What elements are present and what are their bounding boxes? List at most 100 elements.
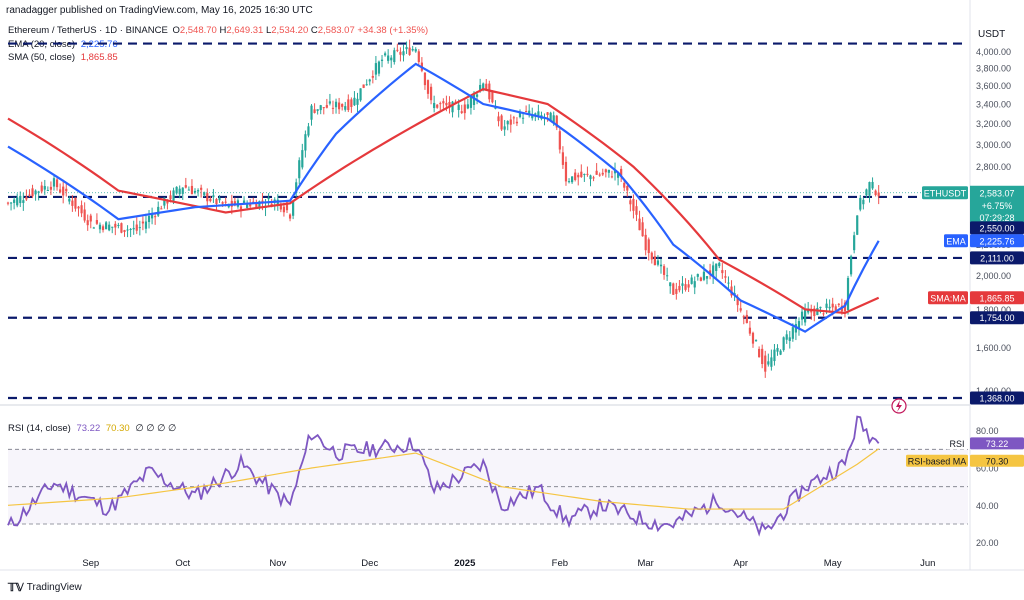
candle bbox=[754, 339, 758, 342]
candle bbox=[555, 114, 558, 131]
candle-body bbox=[224, 201, 227, 203]
rsi-ma-line bbox=[7, 448, 880, 510]
candle bbox=[298, 157, 301, 185]
candle bbox=[288, 213, 292, 222]
candle bbox=[22, 192, 25, 211]
candle-body bbox=[163, 197, 166, 206]
bar-countdown: 07:29:28 bbox=[979, 213, 1014, 223]
candle bbox=[853, 231, 856, 254]
candle-body bbox=[111, 226, 114, 228]
rsi-legend[interactable]: RSI (14, close) 73.22 70.30 ∅ ∅ ∅ ∅ bbox=[8, 423, 176, 434]
candle-body bbox=[55, 179, 59, 188]
candle bbox=[390, 55, 393, 68]
candle-body bbox=[423, 72, 427, 86]
candle bbox=[71, 195, 74, 212]
candle bbox=[748, 320, 752, 336]
candle bbox=[433, 95, 436, 113]
candle-body bbox=[52, 178, 56, 187]
candle-body bbox=[347, 99, 350, 111]
candle bbox=[846, 275, 850, 315]
candle-body bbox=[288, 214, 292, 219]
candle-body bbox=[28, 194, 31, 196]
candle bbox=[696, 273, 699, 281]
ethusdt-tag-text: ETHUSDT bbox=[924, 188, 967, 198]
candle-body bbox=[521, 117, 525, 119]
candle-body bbox=[669, 282, 672, 287]
sma-tag-text: SMA:MA bbox=[930, 293, 966, 303]
candle bbox=[328, 93, 332, 106]
candle bbox=[52, 174, 56, 191]
rsi-ma-value-tag-bg bbox=[970, 454, 1024, 467]
candle-body bbox=[414, 49, 417, 52]
candle-body bbox=[359, 88, 362, 101]
candle bbox=[193, 188, 197, 195]
candle-body bbox=[479, 84, 482, 90]
candle bbox=[187, 186, 190, 191]
candle-body bbox=[13, 199, 16, 203]
candle-body bbox=[209, 198, 212, 202]
candle bbox=[55, 175, 59, 191]
time-tick-label: Jun bbox=[920, 558, 935, 569]
candle bbox=[175, 186, 178, 195]
candle-body bbox=[221, 202, 224, 204]
candle bbox=[74, 197, 77, 212]
candle-body bbox=[761, 348, 764, 365]
candle-body bbox=[92, 227, 95, 229]
candle bbox=[629, 198, 632, 212]
tradingview-logo[interactable]: 𝕋𝕍 TradingView bbox=[8, 581, 82, 594]
candle-body bbox=[849, 256, 853, 275]
price-tick-label: 3,400.00 bbox=[976, 100, 1011, 110]
candle-body bbox=[154, 216, 157, 218]
candle bbox=[347, 94, 350, 113]
ema-tag: EMA bbox=[944, 234, 968, 248]
candle bbox=[626, 184, 629, 197]
candle-body bbox=[175, 186, 178, 194]
candle bbox=[319, 104, 322, 115]
candle bbox=[635, 199, 638, 222]
candle bbox=[491, 90, 494, 104]
candle-body bbox=[307, 126, 310, 136]
candle-body bbox=[368, 79, 371, 82]
candle-body bbox=[583, 173, 586, 175]
rsi-line bbox=[7, 415, 880, 537]
candle bbox=[273, 197, 276, 211]
candle-body bbox=[362, 84, 365, 88]
candle bbox=[721, 263, 724, 279]
rsi-tag-text: RSI bbox=[949, 439, 964, 449]
price-tick-label: 1,800.00 bbox=[976, 305, 1011, 315]
candle-body bbox=[770, 357, 773, 367]
candle bbox=[666, 267, 669, 281]
ethusdt-tag-bg bbox=[922, 186, 968, 200]
candle bbox=[6, 201, 10, 206]
candle bbox=[727, 276, 730, 290]
candle bbox=[604, 168, 607, 178]
sma-legend[interactable]: SMA (50, close) 1,865.85 bbox=[8, 52, 118, 63]
candle-body bbox=[598, 174, 601, 176]
candle bbox=[377, 60, 381, 77]
candle-body bbox=[439, 103, 442, 105]
candle bbox=[123, 229, 126, 237]
candle-body bbox=[429, 86, 433, 101]
candle bbox=[338, 97, 341, 115]
candle-body bbox=[534, 113, 537, 115]
rsi-tag: RSI bbox=[946, 437, 968, 450]
candle bbox=[144, 213, 148, 234]
ema-value-tag: 2,225.76 bbox=[970, 234, 1024, 248]
candle bbox=[429, 83, 433, 105]
candle bbox=[138, 220, 141, 236]
candle bbox=[380, 54, 384, 68]
candle-body bbox=[285, 202, 289, 211]
candle bbox=[712, 261, 715, 284]
candle-body bbox=[328, 101, 332, 104]
level-1754-tag: 1,754.00 bbox=[970, 311, 1024, 325]
candle bbox=[782, 336, 785, 352]
level-2550-tag-bg bbox=[970, 221, 1024, 235]
candle-body bbox=[184, 185, 187, 188]
candle-body bbox=[187, 189, 190, 191]
candle-body bbox=[150, 214, 154, 219]
candle-body bbox=[705, 276, 709, 279]
candle-body bbox=[380, 59, 384, 61]
candle bbox=[623, 181, 626, 192]
candle bbox=[448, 96, 451, 114]
